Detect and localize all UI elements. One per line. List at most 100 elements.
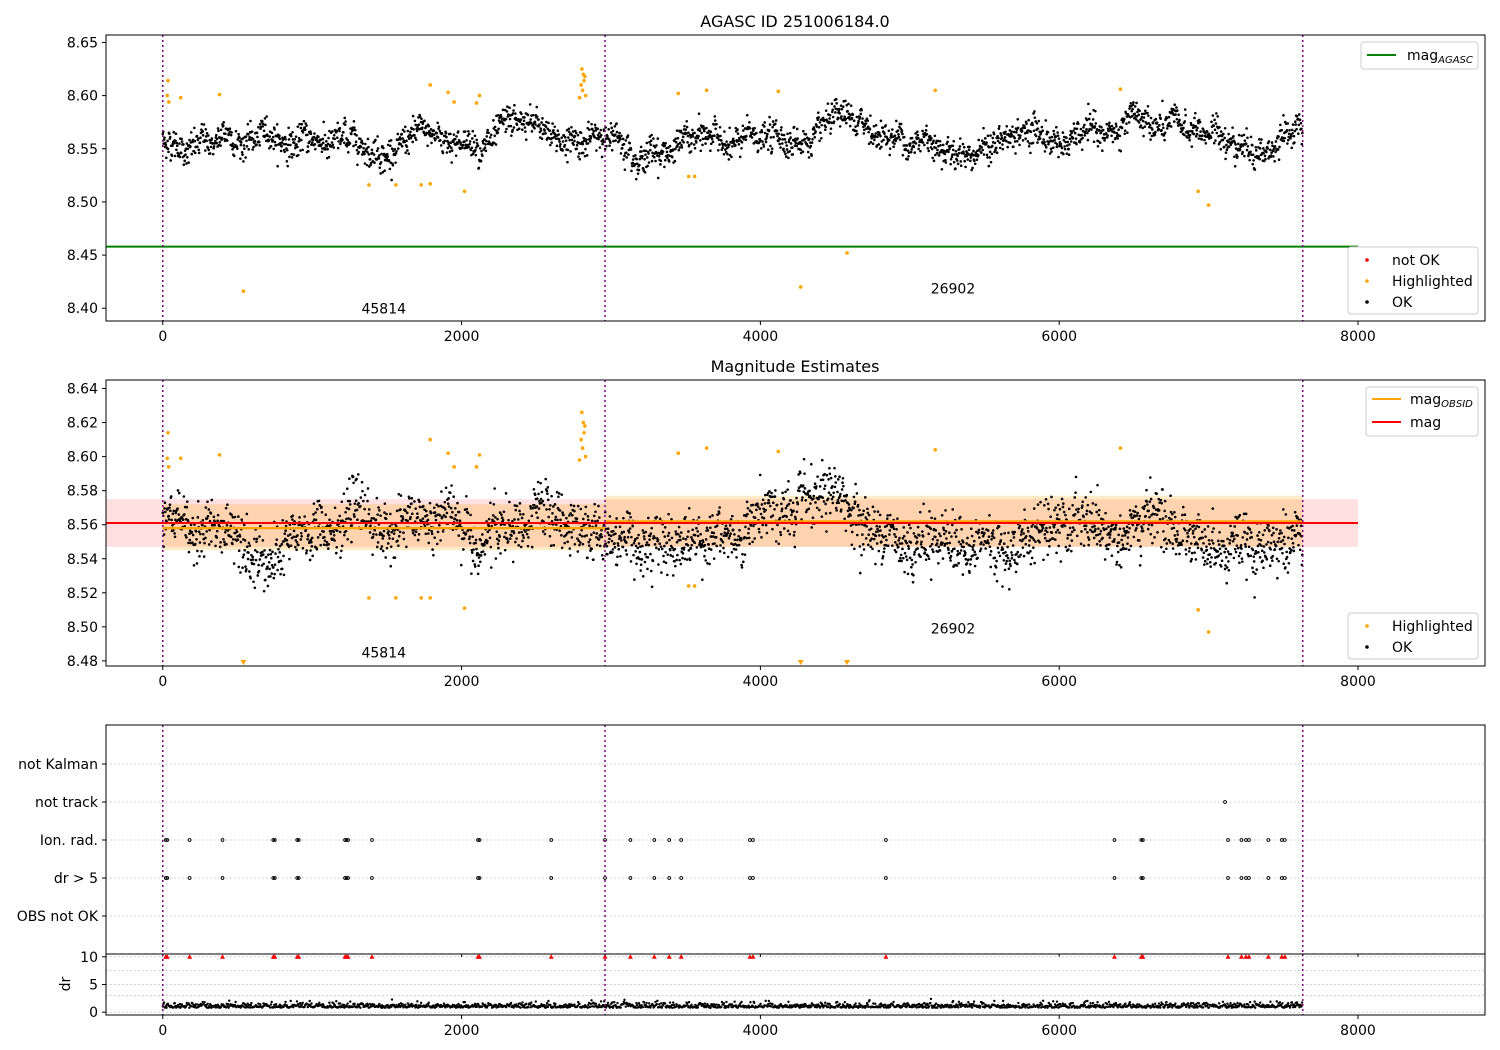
ok-point [695, 141, 698, 144]
ok-point [585, 534, 588, 537]
ok-point [1073, 131, 1077, 135]
ok-point [997, 127, 1001, 130]
ok-point [803, 472, 806, 475]
ok-point [1137, 121, 1141, 124]
ok-point [229, 524, 233, 528]
ok-point [551, 512, 554, 515]
ok-point [782, 147, 785, 151]
ok-point [1007, 567, 1011, 571]
ok-point [1149, 116, 1153, 120]
ok-point [852, 495, 856, 499]
ok-point [855, 115, 859, 119]
ok-point [244, 156, 247, 159]
ok-point [564, 153, 568, 157]
ok-point [416, 516, 420, 519]
ok-point [1075, 142, 1078, 146]
ok-point [210, 498, 214, 502]
ok-point [1200, 138, 1204, 141]
ok-point [640, 150, 643, 153]
ok-point [418, 505, 422, 509]
ok-point [1087, 102, 1090, 106]
ok-point [807, 507, 811, 511]
ok-point [283, 150, 286, 154]
ok-point [760, 130, 764, 134]
ok-point [268, 135, 272, 138]
ok-point [972, 149, 975, 153]
ok-point [715, 122, 718, 126]
ok-point [275, 123, 279, 126]
legend-label: OK [1392, 295, 1413, 311]
ok-point [1300, 127, 1303, 131]
ok-point [1163, 131, 1167, 135]
ok-point [1258, 147, 1262, 150]
ok-point [709, 130, 713, 134]
ok-point [691, 135, 695, 138]
ok-point [552, 128, 555, 132]
ok-point [816, 118, 820, 122]
ok-point [894, 550, 898, 554]
ok-point [258, 558, 262, 561]
ok-point [191, 541, 194, 544]
ok-point [1242, 133, 1246, 137]
ok-point [647, 516, 650, 520]
ok-point [690, 535, 693, 539]
ok-point [789, 142, 793, 145]
ok-point [450, 149, 454, 152]
ok-point [1055, 125, 1058, 129]
ok-point [1057, 544, 1060, 548]
ok-point [1073, 528, 1076, 532]
ok-point [458, 519, 462, 523]
ok-point [352, 481, 355, 485]
ok-point [900, 129, 904, 132]
ok-point [424, 532, 428, 536]
ok-point [958, 145, 962, 148]
ok-point [210, 540, 213, 543]
ok-point [1057, 137, 1061, 140]
ok-point [1188, 133, 1192, 137]
ok-point [322, 530, 325, 533]
ok-point [946, 135, 950, 139]
ok-point [907, 544, 910, 548]
ok-point [437, 125, 441, 129]
ok-point [1117, 533, 1120, 537]
ok-point [1249, 150, 1252, 154]
ok-point [319, 543, 322, 547]
ok-point [185, 536, 188, 539]
ok-point [709, 149, 712, 153]
ok-point [886, 514, 889, 517]
ok-point [671, 546, 674, 550]
ok-point [414, 123, 418, 127]
ok-point [897, 539, 900, 542]
ok-point [1180, 123, 1184, 127]
ok-point [554, 137, 558, 140]
ok-point [1277, 135, 1280, 138]
ok-point [274, 552, 277, 555]
ok-point [401, 517, 405, 521]
ok-point [389, 564, 393, 568]
ok-point [995, 151, 999, 154]
ok-point [789, 136, 792, 139]
ok-point [798, 489, 801, 493]
ok-point [499, 115, 503, 119]
ok-point [470, 146, 474, 150]
ok-point [207, 508, 211, 511]
ok-point [930, 136, 933, 140]
ok-point [827, 120, 831, 124]
ok-point [413, 500, 416, 503]
ok-point [1129, 104, 1133, 108]
ok-point [1204, 141, 1208, 145]
ok-point [773, 507, 776, 511]
ok-point [837, 107, 841, 111]
ok-point [216, 513, 220, 517]
ok-point [207, 543, 211, 546]
ok-point [362, 146, 365, 150]
ok-point [993, 572, 996, 576]
ok-point [618, 131, 621, 135]
ok-point [417, 533, 421, 536]
ok-point [1112, 126, 1116, 130]
ok-point [1279, 123, 1282, 127]
ok-point [501, 108, 505, 112]
ok-point [706, 529, 710, 532]
ok-point [610, 131, 613, 134]
ok-point [1062, 152, 1065, 156]
